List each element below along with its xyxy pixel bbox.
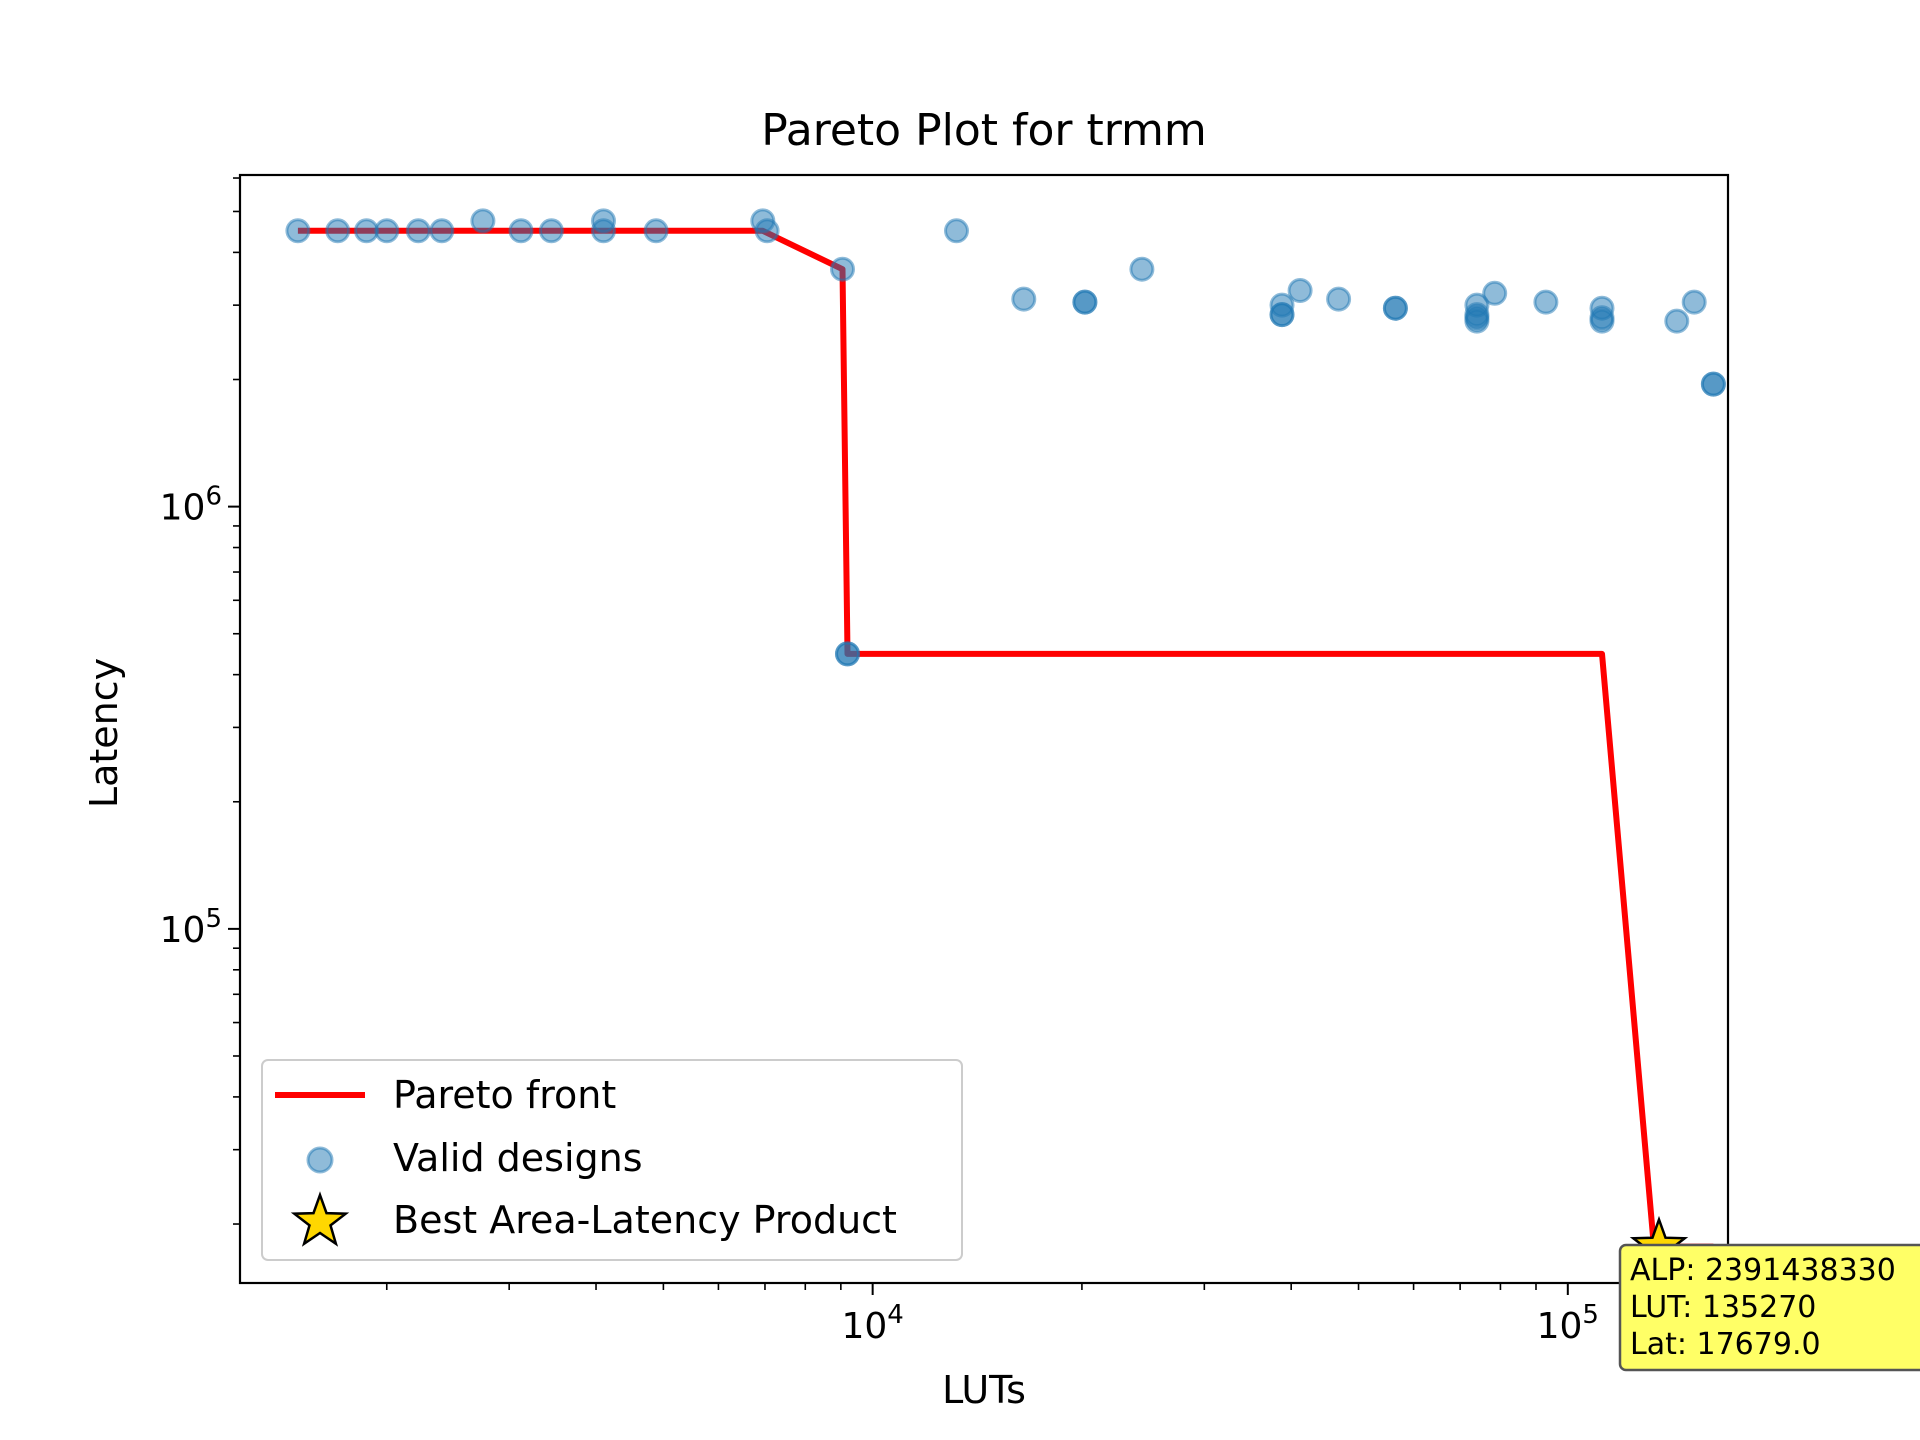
legend-label-valid-designs: Valid designs (393, 1136, 643, 1180)
annotation-alp: ALP: 2391438330 (1630, 1253, 1896, 1288)
data-point-13 (754, 218, 780, 244)
data-point-38 (1664, 308, 1690, 334)
x-tick-label-0: 104 (841, 1300, 903, 1347)
legend-label-pareto-front: Pareto front (393, 1073, 616, 1117)
data-point-32 (1464, 305, 1490, 331)
legend-swatch-valid-designs (306, 1146, 334, 1174)
x-axis: 104 105 (385, 1283, 1599, 1347)
data-point-16 (835, 641, 860, 667)
data-point-11 (643, 218, 669, 244)
data-point-20 (1072, 289, 1098, 315)
legend: Pareto front Valid designs Best Area-Lat… (261, 1059, 963, 1261)
data-point-26 (1326, 286, 1352, 312)
data-point-17 (944, 218, 969, 244)
data-point-33 (1482, 280, 1508, 306)
annotation-lut: LUT: 135270 (1630, 1290, 1816, 1325)
data-point-3 (374, 218, 400, 244)
data-point-37 (1589, 305, 1615, 331)
y-tick-label-1: 106 (160, 482, 222, 529)
legend-swatch-star-icon (290, 1191, 350, 1247)
y-tick-label-0: 105 (160, 904, 222, 951)
data-point-6 (470, 208, 496, 234)
data-point-28 (1382, 295, 1408, 321)
data-point-4 (405, 218, 431, 244)
data-point-25 (1287, 278, 1313, 303)
data-point-34 (1533, 289, 1559, 315)
data-point-7 (508, 218, 534, 244)
plot-frame (238, 173, 1730, 1285)
best-point-annotation: ALP: 2391438330 LUT: 135270 Lat: 17679.0 (1618, 1243, 1920, 1372)
data-point-18 (1011, 286, 1037, 312)
x-axis-label: LUTs (942, 1368, 1026, 1412)
chart-title: Pareto Plot for trmm (761, 105, 1207, 156)
x-tick-label-1: 105 (1537, 1300, 1599, 1347)
data-point-10 (591, 208, 616, 234)
data-point-8 (538, 218, 564, 244)
data-point-1 (325, 218, 351, 244)
valid-designs-series (285, 208, 1726, 667)
data-point-41 (1700, 371, 1726, 397)
data-point-0 (285, 218, 311, 244)
data-point-2 (354, 218, 379, 244)
data-point-24 (1269, 302, 1295, 328)
data-point-39 (1681, 289, 1707, 315)
annotation-box (1618, 1243, 1920, 1372)
y-axis: 105 106 (160, 177, 240, 1225)
legend-label-best-alp: Best Area-Latency Product (393, 1198, 897, 1242)
y-axis-label: Latency (82, 658, 126, 808)
data-point-21 (1129, 256, 1155, 282)
data-point-14 (830, 256, 855, 282)
annotation-lat: Lat: 17679.0 (1630, 1327, 1821, 1362)
legend-box (261, 1059, 963, 1261)
data-point-5 (429, 218, 455, 244)
